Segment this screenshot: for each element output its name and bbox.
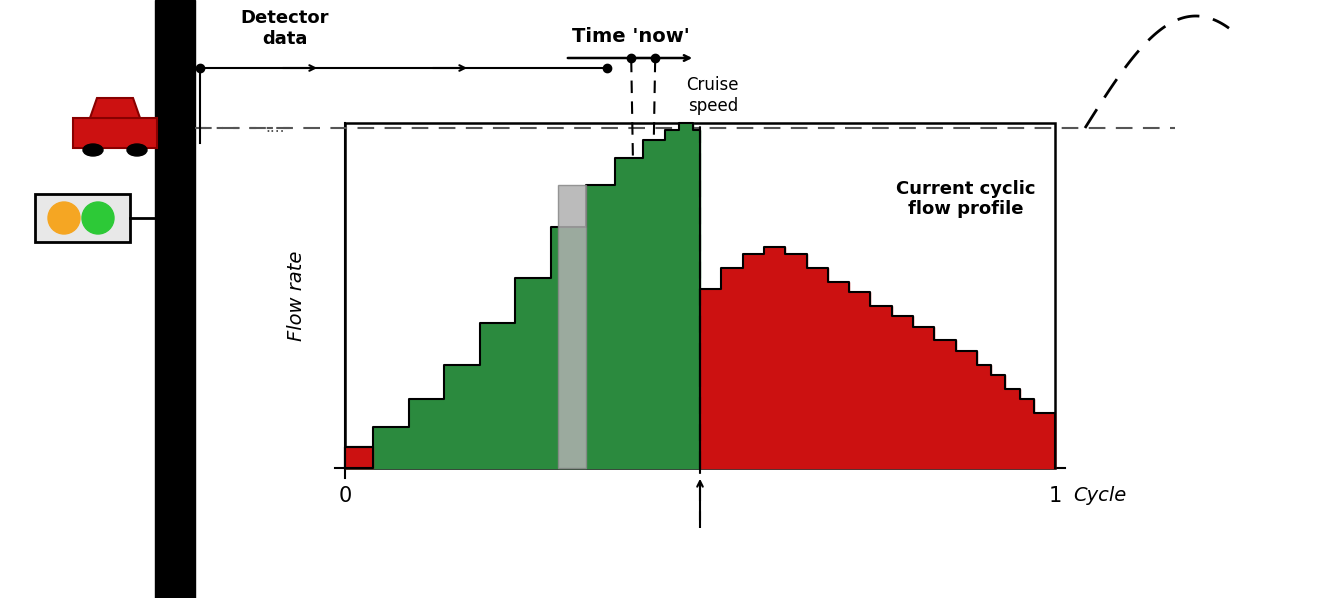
Ellipse shape xyxy=(83,144,102,156)
Polygon shape xyxy=(91,98,140,118)
Bar xyxy=(345,123,1055,468)
Ellipse shape xyxy=(126,144,146,156)
Bar xyxy=(558,185,587,468)
Text: Time 'now': Time 'now' xyxy=(572,27,689,46)
Polygon shape xyxy=(345,123,700,468)
Text: Cycle: Cycle xyxy=(1073,486,1126,505)
Circle shape xyxy=(48,202,80,234)
Text: 1: 1 xyxy=(1049,486,1062,506)
Polygon shape xyxy=(345,447,374,468)
Circle shape xyxy=(83,202,114,234)
Text: 0: 0 xyxy=(338,486,351,506)
Polygon shape xyxy=(154,0,196,598)
Bar xyxy=(73,118,157,148)
Text: Flow rate: Flow rate xyxy=(287,251,306,341)
Text: Current cyclic
flow profile: Current cyclic flow profile xyxy=(897,179,1036,218)
Text: Detector
data: Detector data xyxy=(241,9,329,48)
Polygon shape xyxy=(700,247,1055,468)
Text: Cruise
speed: Cruise speed xyxy=(687,76,739,115)
Bar xyxy=(35,194,129,242)
Text: ....: .... xyxy=(265,121,285,136)
